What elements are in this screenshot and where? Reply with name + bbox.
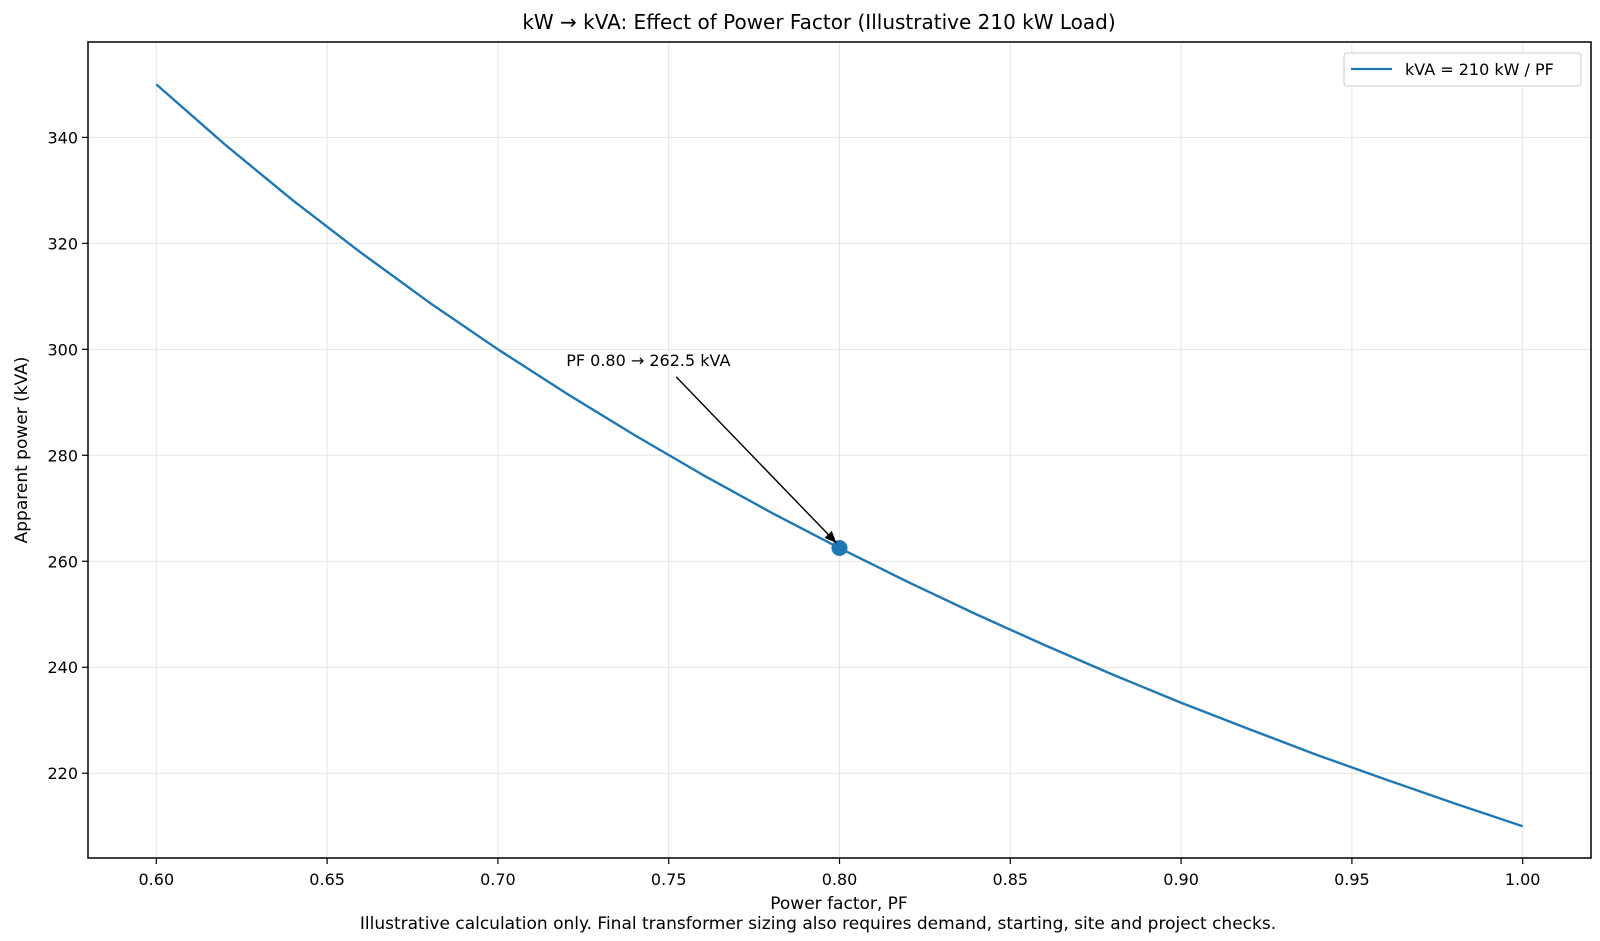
plot-data xyxy=(155,83,1524,828)
legend: kVA = 210 kW / PF xyxy=(1343,52,1582,87)
chart-title: kW → kVA: Effect of Power Factor (Illust… xyxy=(522,10,1115,34)
x-tick-label: 0.95 xyxy=(1334,870,1370,889)
x-tick-label: 0.65 xyxy=(309,870,345,889)
grid-lines xyxy=(88,42,1591,858)
y-axis: 220 240 260 280 300 320 340 xyxy=(47,128,88,783)
y-tick-label: 220 xyxy=(47,764,78,783)
x-axis-label: Power factor, PF xyxy=(770,894,907,914)
footnote: Illustrative calculation only. Final tra… xyxy=(360,914,1276,934)
x-tick-label: 0.85 xyxy=(992,870,1028,889)
x-tick-label: 0.80 xyxy=(822,870,858,889)
annotation-text: PF 0.80 → 262.5 kVA xyxy=(566,351,730,370)
y-axis-label: Apparent power (kVA) xyxy=(12,357,32,544)
legend-box xyxy=(1343,52,1582,87)
y-tick-label: 240 xyxy=(47,658,78,677)
axes-frame xyxy=(87,41,1592,859)
highlight-marker xyxy=(831,540,848,557)
y-tick-label: 280 xyxy=(47,446,78,465)
annotation: PF 0.80 → 262.5 kVA xyxy=(566,351,838,544)
annotation-arrow-line xyxy=(675,376,838,544)
x-tick-label: 0.90 xyxy=(1163,870,1199,889)
y-tick-label: 340 xyxy=(47,128,78,147)
y-tick-label: 300 xyxy=(47,340,78,359)
y-tick-label: 320 xyxy=(47,234,78,253)
x-tick-label: 0.70 xyxy=(480,870,516,889)
x-axis: 0.60 0.65 0.70 0.75 0.80 0.85 0.90 0.95 1.00 xyxy=(139,858,1541,889)
x-tick-label: 0.60 xyxy=(139,870,175,889)
legend-label: kVA = 210 kW / PF xyxy=(1405,60,1554,79)
annotation-arrowhead xyxy=(824,530,837,544)
x-tick-label: 1.00 xyxy=(1505,870,1541,889)
y-tick-label: 260 xyxy=(47,552,78,571)
x-tick-label: 0.75 xyxy=(651,870,687,889)
